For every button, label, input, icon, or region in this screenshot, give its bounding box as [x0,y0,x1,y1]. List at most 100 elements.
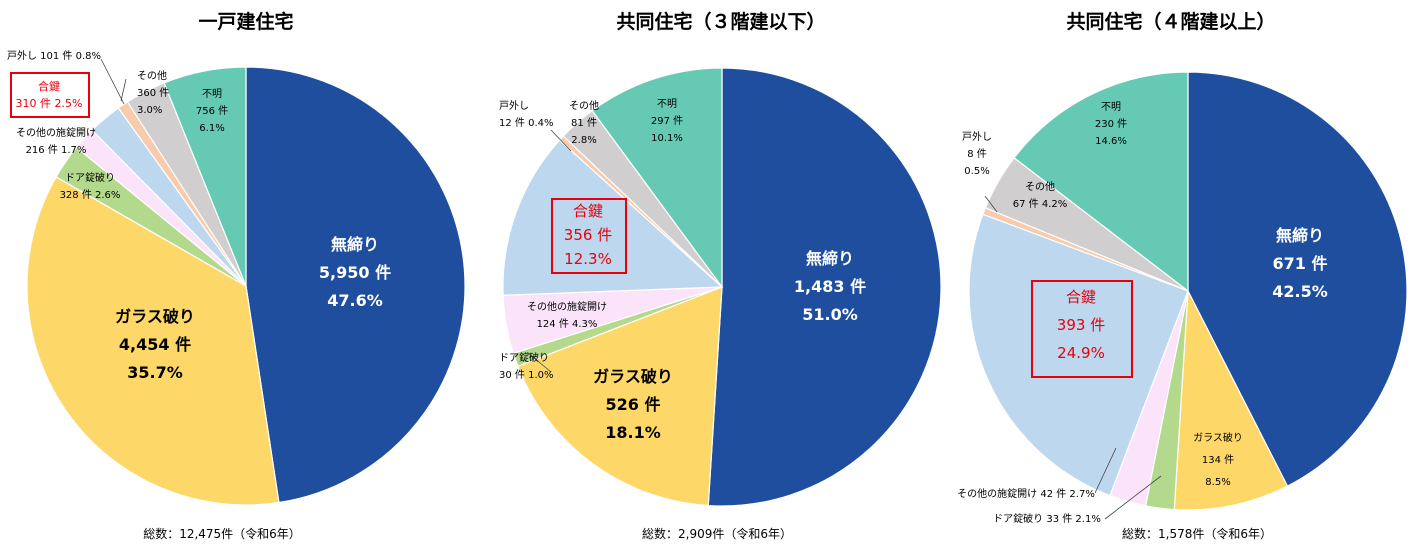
label-name: その他の施錠開け [16,126,96,139]
pie-slice-glass-breaking [1173,288,1289,511]
slice-label-other: その他 81 件 2.8% [569,99,599,146]
leader-line [1094,447,1117,494]
label-name: ガラス破り [593,367,673,386]
label-count: 134 件 [1202,454,1234,466]
label-count: 5,950 件 [319,263,391,282]
label-name: 無締り [1276,226,1324,245]
slice-label-duplicate-key: 合鍵 310 件 2.5% [10,72,90,118]
slice-label-glass-breaking: ガラス破り 134 件 8.5% [1193,431,1243,488]
slice-label-door-removal: 戸外し 101 件 0.8% [7,50,125,105]
pie-slice-unknown [1013,71,1189,293]
label-count: 526 件 [606,395,661,414]
slice-label-door-lock-breaking: ドア錠破り 30 件 1.0% [499,351,554,381]
label-percent: 42.5% [1272,282,1328,301]
label-name: ガラス破り [115,307,195,326]
slice-label-unknown: 不明 297 件 10.1% [651,98,683,144]
leader-line [984,195,998,213]
label-percent: 10.1% [651,133,683,144]
label-percent: 14.6% [1095,136,1127,147]
label-inline: 310 件 2.5% [16,97,83,110]
label-count: 81 件 [571,117,597,129]
slice-label-other-lock-opening: その他の施錠開け 216 件 1.7% [16,126,96,156]
label-inline: 30 件 1.0% [499,369,554,381]
slice-label-door-removal: 戸外し 12 件 0.4% [499,100,572,152]
slice-label-door-removal: 戸外し 8 件 0.5% [962,131,998,213]
pie-slice-no-lock [707,67,942,507]
pie-slice-unknown [591,67,723,289]
label-name: 戸外し [962,131,992,143]
label-inline: 124 件 4.3% [537,318,598,330]
slice-label-door-lock-breaking: ドア錠破り 328 件 2.6% [60,171,121,201]
label-inline: 216 件 1.7% [26,144,87,156]
leader-line [100,58,125,105]
label-name: ドア錠破り [499,351,549,364]
label-name: 無締り [806,249,854,268]
label-percent: 8.5% [1205,477,1230,488]
label-name: 不明 [657,98,677,110]
highlight-box [551,198,627,274]
label-name: 合鍵 [573,202,603,220]
label-count: 356 件 [564,226,612,244]
pie-chart-apartments-4-floors-or-more: 共同住宅（４階建以上） 無締り 671 件 42.5% ガラス破り 134 件 8.5% ドア… [945,0,1420,553]
label-count: 393 件 [1057,316,1105,334]
highlight-box [1031,280,1133,378]
slice-label-other: その他 67 件 4.2% [1013,180,1068,210]
pie-slice-no-lock [1187,71,1408,487]
label-percent: 24.9% [1057,344,1105,362]
chart-title: 一戸建住宅 [198,10,293,33]
label-name: ガラス破り [1193,431,1243,444]
label-percent: 2.8% [571,135,596,146]
slice-label-unknown: 不明 230 件 14.6% [1095,101,1127,147]
leader-line [526,351,552,373]
slice-label-glass-breaking: ガラス破り 4,454 件 35.7% [115,307,195,382]
label-name: その他 [569,99,599,112]
label-name: 不明 [202,88,222,100]
total-count: 総数：12,475件（令和6年） [143,526,301,541]
pie-slice-no-lock [245,66,466,504]
chart-title: 共同住宅（４階建以上） [1066,10,1275,33]
label-count: 671 件 [1273,254,1328,273]
leader-line [550,129,572,152]
pie-slice-glass-breaking [26,176,280,506]
slice-label-no-lock: 無締り 671 件 42.5% [1272,226,1328,301]
label-percent: 0.5% [964,166,989,177]
pie-slice-duplicate-key [502,139,724,296]
label-percent: 35.7% [127,363,183,382]
label-name: その他 [1025,180,1055,193]
slice-label-duplicate-key: 合鍵 393 件 24.9% [1031,280,1133,378]
slice-label-other-lock-opening: その他の施錠開け 124 件 4.3% [527,300,607,330]
chart-title: 共同住宅（３階建以下） [616,10,825,33]
label-inline: 67 件 4.2% [1013,198,1068,210]
label-percent: 51.0% [802,305,858,324]
label-name: ドア錠破り [65,171,115,184]
label-count: 4,454 件 [119,335,191,354]
label-inline: ドア錠破り 33 件 2.1% [993,512,1101,525]
pie-chart-detached-houses: 一戸建住宅 無締り 5,950 件 47.6% ガラス破り 4,454 件 35.7% ドア錠… [0,0,475,553]
leader-line [1104,475,1162,520]
label-name: 戸外し [499,100,529,112]
highlight-box [10,72,90,118]
label-name: その他 [137,69,167,82]
label-count: 297 件 [651,115,683,127]
label-count: 8 件 [967,148,987,160]
pie-chart-apartments-3-floors-or-less: 共同住宅（３階建以下） 無締り 1,483 件 51.0% ガラス破り 526 件 18.1… [475,0,950,553]
label-name: 無締り [331,235,379,254]
slice-label-other: その他 360 件 3.0% [120,69,169,116]
slice-label-other-lock-opening: その他の施錠開け 42 件 2.7% [957,447,1117,500]
pie-slice-glass-breaking [517,286,723,507]
label-count: 230 件 [1095,118,1127,130]
label-name: 不明 [1101,101,1121,113]
label-name: その他の施錠開け [527,300,607,313]
slice-label-unknown: 不明 756 件 6.1% [196,88,228,134]
leader-line [120,78,127,102]
total-count: 総数：1,578件（令和6年） [1122,526,1272,541]
label-count: 360 件 [137,87,169,99]
label-name: 合鍵 [1066,288,1096,306]
slice-label-no-lock: 無締り 1,483 件 51.0% [794,249,866,324]
label-count: 756 件 [196,105,228,117]
label-percent: 3.0% [137,105,162,116]
label-inline: 328 件 2.6% [60,189,121,201]
pie-slice-duplicate-key [968,213,1189,497]
slice-label-duplicate-key: 合鍵 356 件 12.3% [551,198,627,274]
label-percent: 6.1% [199,123,224,134]
